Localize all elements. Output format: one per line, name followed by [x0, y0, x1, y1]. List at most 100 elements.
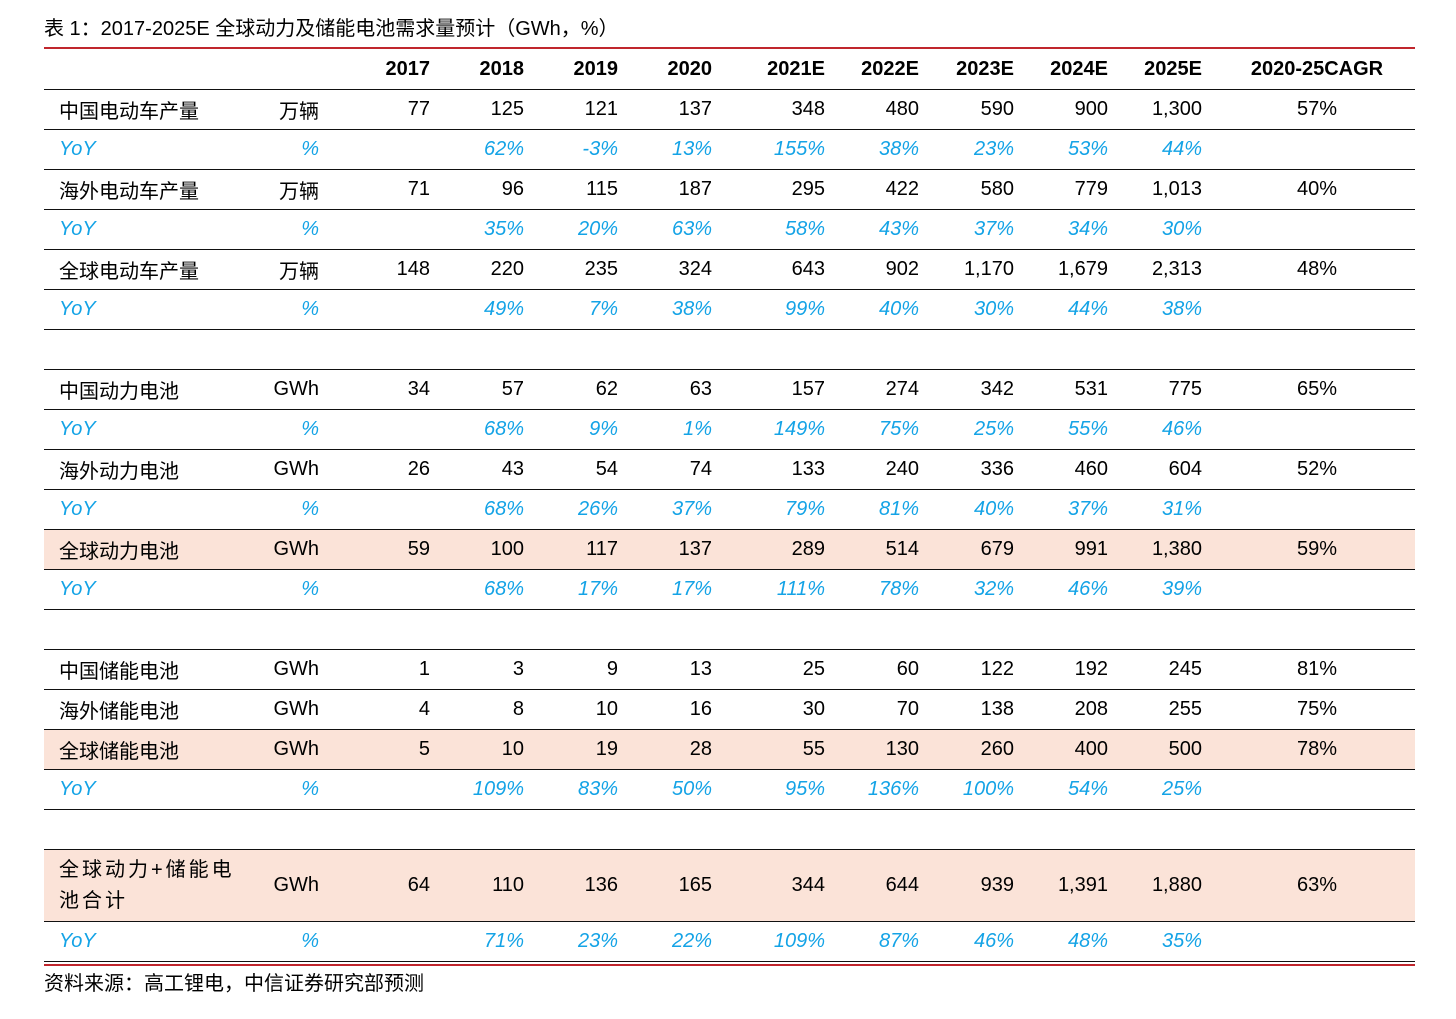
value-cell: 23%	[577, 930, 618, 952]
value-cell: 79%	[784, 498, 825, 520]
value-cell: 57	[501, 378, 524, 400]
value-cell: 10	[501, 738, 524, 760]
value-cell: 324	[678, 258, 712, 280]
value-cell: 900	[1074, 98, 1108, 120]
column-header: 2023E	[956, 58, 1014, 80]
value-cell: 155%	[773, 138, 825, 160]
value-cell: 1,391	[1057, 874, 1108, 896]
value-cell: 1,880	[1151, 874, 1202, 896]
table-row: 中国电动车产量 万辆 77 125 121 137 348 480 590 900 1,300 57%	[44, 90, 1415, 130]
yoy-row: YoY% 62% -3% 13% 155% 38% 23% 53% 44%	[44, 130, 1415, 170]
column-header: 2022E	[861, 58, 919, 80]
value-cell: 34%	[1067, 218, 1108, 240]
value-cell: 40%	[878, 298, 919, 320]
cagr-cell: 57%	[1296, 98, 1338, 120]
unit-cell: %	[301, 578, 319, 600]
value-cell: 1%	[683, 418, 712, 440]
row-label: 全球动力电池	[59, 541, 179, 563]
value-cell: 136%	[867, 778, 919, 800]
value-cell: 991	[1074, 538, 1108, 560]
column-header: 2021E	[767, 58, 825, 80]
value-cell: 117	[586, 538, 618, 560]
value-cell: -3%	[582, 138, 618, 160]
unit-cell: 万辆	[279, 181, 319, 203]
value-cell: 30%	[973, 298, 1014, 320]
value-cell: 32%	[973, 578, 1014, 600]
value-cell: 157	[791, 378, 825, 400]
cagr-cell: 63%	[1296, 874, 1338, 896]
value-cell: 99%	[784, 298, 825, 320]
value-cell: 1,380	[1151, 538, 1202, 560]
value-cell: 25%	[973, 418, 1014, 440]
value-cell: 74	[689, 458, 712, 480]
yoy-label: YoY	[59, 930, 96, 952]
spacer-row	[44, 810, 1415, 850]
value-cell: 531	[1074, 378, 1108, 400]
value-cell: 289	[791, 538, 825, 560]
value-cell: 54%	[1067, 778, 1108, 800]
value-cell: 10	[595, 698, 618, 720]
value-cell: 137	[678, 98, 712, 120]
value-cell: 75%	[878, 418, 919, 440]
value-cell: 2,313	[1151, 258, 1202, 280]
value-cell: 43	[501, 458, 524, 480]
value-cell: 20%	[577, 218, 618, 240]
unit-cell: %	[301, 138, 319, 160]
yoy-label: YoY	[59, 418, 96, 440]
yoy-row: YoY% 35% 20% 63% 58% 43% 37% 34% 30%	[44, 210, 1415, 250]
value-cell: 59	[407, 538, 430, 560]
value-cell: 9	[606, 658, 618, 680]
value-cell: 70	[896, 698, 919, 720]
value-cell: 208	[1074, 698, 1108, 720]
value-cell: 3	[512, 658, 524, 680]
row-label: 全球储能电池	[59, 741, 179, 763]
value-cell: 28	[689, 738, 712, 760]
value-cell: 54	[595, 458, 618, 480]
value-cell: 44%	[1067, 298, 1108, 320]
value-cell: 1	[418, 658, 430, 680]
value-cell: 25%	[1161, 778, 1202, 800]
cagr-cell: 40%	[1296, 178, 1338, 200]
yoy-label: YoY	[59, 298, 96, 320]
value-cell: 55	[802, 738, 825, 760]
value-cell: 5	[418, 738, 430, 760]
yoy-label: YoY	[59, 138, 96, 160]
yoy-row: YoY% 49% 7% 38% 99% 40% 30% 44% 38%	[44, 290, 1415, 330]
spacer-row	[44, 610, 1415, 650]
value-cell: 30	[802, 698, 825, 720]
value-cell: 902	[885, 258, 919, 280]
value-cell: 500	[1168, 738, 1202, 760]
value-cell: 136	[584, 874, 618, 896]
cagr-cell: 59%	[1296, 538, 1338, 560]
value-cell: 192	[1074, 658, 1108, 680]
value-cell: 39%	[1161, 578, 1202, 600]
value-cell: 514	[885, 538, 919, 560]
yoy-row: YoY% 71% 23% 22% 109% 87% 46% 48% 35%	[44, 922, 1415, 962]
value-cell: 37%	[1067, 498, 1108, 520]
value-cell: 295	[791, 178, 825, 200]
unit-cell: %	[301, 498, 319, 520]
cagr-cell: 48%	[1296, 258, 1338, 280]
value-cell: 235	[584, 258, 618, 280]
value-cell: 30%	[1161, 218, 1202, 240]
value-cell: 49%	[483, 298, 524, 320]
spacer-row	[44, 330, 1415, 370]
row-label: 中国电动车产量	[59, 101, 199, 123]
value-cell: 644	[885, 874, 919, 896]
cagr-cell: 81%	[1296, 658, 1338, 680]
value-cell: 63	[689, 378, 712, 400]
value-cell: 138	[980, 698, 1014, 720]
unit-cell: %	[301, 418, 319, 440]
value-cell: 37%	[671, 498, 712, 520]
column-header: 2018	[479, 58, 525, 80]
yoy-row: YoY% 68% 26% 37% 79% 81% 40% 37% 31%	[44, 490, 1415, 530]
table-row: 海外储能电池 GWh 4 8 10 16 30 70 138 208 255 75%	[44, 690, 1415, 730]
value-cell: 460	[1074, 458, 1108, 480]
value-cell: 779	[1074, 178, 1108, 200]
yoy-row: YoY% 68% 9% 1% 149% 75% 25% 55% 46%	[44, 410, 1415, 450]
value-cell: 71%	[483, 930, 524, 952]
value-cell: 109%	[773, 930, 825, 952]
unit-cell: 万辆	[279, 261, 319, 283]
value-cell: 580	[980, 178, 1014, 200]
column-header: 2024E	[1050, 58, 1108, 80]
